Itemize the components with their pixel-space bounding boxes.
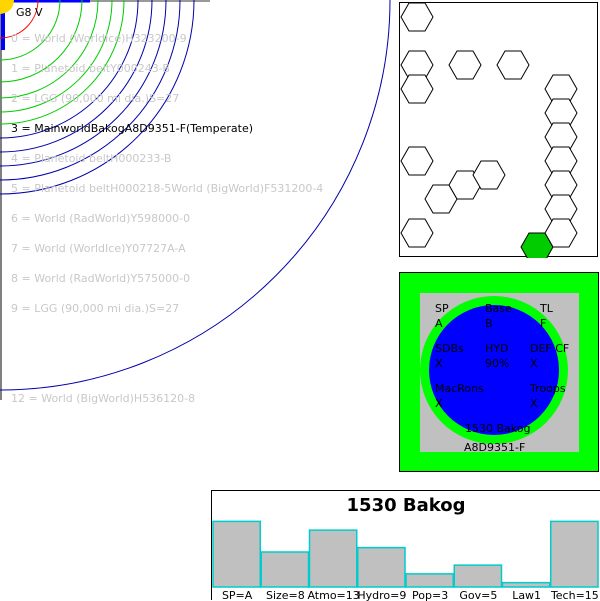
def-value: X bbox=[530, 357, 538, 370]
world-name: 1530 Bakog bbox=[465, 422, 531, 435]
sp-label: SP bbox=[435, 302, 449, 315]
chart-category-label: Hydro=9 bbox=[357, 589, 406, 601]
orbit-arc bbox=[0, 0, 195, 195]
sdbs-label: SDBs bbox=[435, 342, 464, 355]
hex-map bbox=[400, 3, 578, 258]
orbit-label: 12 = World (BigWorld)H536120-8 bbox=[11, 392, 196, 405]
orbit-label: 8 = World (RadWorld)Y575000-0 bbox=[11, 272, 191, 285]
macrons-label: MacRons bbox=[435, 382, 484, 395]
star-label: G8 V bbox=[16, 6, 43, 19]
mainworld-card: SP A Base B TL F SDBs X HYD 90% DEF CF X… bbox=[399, 272, 599, 472]
chart-category-label: Gov=5 bbox=[459, 589, 497, 601]
hyd-value: 90% bbox=[485, 357, 510, 370]
orbit-arc bbox=[0, 0, 39, 39]
orbit-label: 5 = Planetoid beltH000218-5World (BigWor… bbox=[11, 182, 324, 195]
sp-value: A bbox=[435, 317, 443, 330]
chart-category-label: SP=A bbox=[222, 589, 253, 601]
def-label: DEF CF bbox=[530, 342, 570, 355]
orbit-label: 7 = World (WorldIce)Y07727A-A bbox=[11, 242, 186, 255]
tl-label: TL bbox=[540, 302, 553, 315]
mainworld-card-inner: SP A Base B TL F SDBs X HYD 90% DEF CF X… bbox=[420, 293, 579, 452]
map-hex bbox=[400, 146, 434, 176]
troops-value: X bbox=[530, 397, 538, 410]
map-hex bbox=[472, 160, 506, 190]
sdbs-value: X bbox=[435, 357, 443, 370]
mainworld-globe bbox=[420, 296, 568, 444]
globe-ocean bbox=[429, 305, 559, 435]
map-hex bbox=[544, 218, 578, 248]
world-uwp: A8D9351-F bbox=[464, 441, 526, 454]
base-value: B bbox=[485, 317, 493, 330]
map-hex bbox=[448, 50, 482, 80]
orbit-arc bbox=[0, 0, 167, 167]
orbit-arc bbox=[0, 0, 139, 139]
troops-label: Troops bbox=[530, 382, 566, 395]
chart-bar bbox=[357, 546, 406, 588]
orbit-arc bbox=[0, 0, 61, 61]
orbit-arc bbox=[0, 0, 153, 153]
orbit-label: 6 = World (RadWorld)Y598000-0 bbox=[11, 212, 191, 225]
orbit-diagram bbox=[0, 0, 391, 400]
chart-bar bbox=[405, 573, 454, 588]
chart-title: 1530 Bakog bbox=[346, 495, 466, 516]
left-accent-bar bbox=[1, 10, 5, 50]
orbit-arc bbox=[0, 0, 113, 113]
chart-category-label: Size=8 bbox=[266, 589, 305, 601]
chart-bar bbox=[453, 564, 503, 588]
chart-category-label: Tech=15 bbox=[550, 589, 599, 601]
hyd-label: HYD bbox=[485, 342, 509, 355]
chart-category-label: Atmo=13 bbox=[307, 589, 359, 601]
chart-bar bbox=[550, 520, 599, 588]
map-hex bbox=[496, 50, 530, 80]
orbit-arc bbox=[0, 0, 391, 391]
map-hex bbox=[400, 218, 434, 248]
orbit-arc bbox=[0, 0, 181, 181]
orbit-label: 0 = World (WorldIce)H323200-9 bbox=[11, 32, 187, 45]
orbit-label: 4 = Planetoid beltH000233-B bbox=[11, 152, 172, 165]
star-icon bbox=[0, 0, 14, 14]
orbit-label: 1 = Planetoid beltY000243-B bbox=[11, 62, 170, 75]
base-label: Base bbox=[485, 302, 512, 315]
mainworld-orbit-label: 3 = MainworldBakogA8D9351-F(Temperate) bbox=[11, 122, 254, 135]
chart-bar bbox=[212, 520, 261, 588]
hex-map-panel bbox=[399, 2, 598, 258]
chart-bar bbox=[501, 581, 551, 588]
orbit-arc bbox=[0, 0, 83, 83]
orbit-label: 9 = LGG (90,000 mi dia.)S=27 bbox=[11, 302, 180, 315]
orbit-arc bbox=[0, 0, 125, 125]
tl-value: F bbox=[540, 317, 547, 330]
uwp-bar-chart-panel: SP=A Size=8 Atmo=13 Hydro=9 Pop=3 Gov=5 Law1 Te… bbox=[211, 490, 600, 601]
chart-bar bbox=[308, 529, 358, 588]
map-hex bbox=[400, 3, 434, 32]
orbit-label: 2 = LGG (90,000 mi dia.)S=27 bbox=[11, 92, 180, 105]
chart-category-label: Law1 bbox=[512, 589, 541, 601]
macrons-value: X bbox=[435, 397, 443, 410]
chart-bar bbox=[260, 551, 310, 588]
chart-category-label: Pop=3 bbox=[412, 589, 448, 601]
map-hex bbox=[400, 74, 434, 104]
orbit-arc bbox=[0, 0, 99, 99]
